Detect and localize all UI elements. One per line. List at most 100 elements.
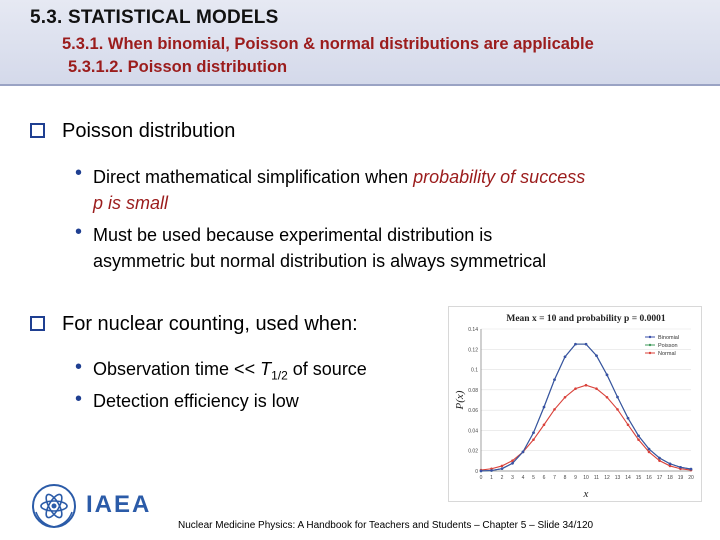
highlight-probability: probability of success	[413, 167, 586, 187]
data-point-normal	[500, 464, 504, 468]
y-tick-label: 0.02	[468, 449, 478, 455]
bullet-text-simplification: Direct mathematical simplification when …	[93, 164, 713, 216]
data-point-normal	[605, 395, 609, 399]
bullet-text-line2: asymmetric but normal distribution is al…	[93, 251, 547, 271]
x-tick-label: 5	[532, 475, 535, 481]
data-point-normal	[563, 395, 567, 399]
legend-label-normal: Normal	[658, 351, 676, 357]
bullet-text-line1: Must be used because experimental distri…	[93, 225, 493, 245]
legend-label-binomial: Binomial	[658, 335, 679, 341]
data-point-binomial	[542, 405, 546, 409]
bullet-dot-icon: •	[75, 356, 83, 378]
data-point-binomial	[584, 342, 588, 346]
data-point-binomial	[479, 469, 483, 473]
x-tick-label: 15	[636, 475, 642, 481]
data-point-binomial	[511, 461, 514, 465]
data-point-binomial	[616, 395, 619, 399]
x-tick-label: 9	[574, 475, 577, 481]
data-point-normal	[658, 459, 661, 462]
data-point-binomial	[563, 355, 567, 359]
x-tick-label: 4	[522, 475, 525, 481]
data-point-binomial	[689, 467, 693, 471]
data-point-normal	[668, 464, 672, 468]
data-point-normal	[574, 387, 577, 390]
x-tick-label: 1	[490, 475, 493, 481]
x-tick-label: 10	[583, 475, 589, 481]
data-point-normal	[532, 438, 535, 441]
poisson-chart: Mean x = 10 and probability p = 0.0001 0 0…	[448, 306, 702, 502]
data-point-normal	[553, 408, 556, 411]
data-point-binomial	[574, 342, 577, 346]
data-point-binomial	[595, 354, 598, 357]
checkbox-bullet-icon	[30, 316, 45, 331]
y-axis-label: P(x)	[454, 390, 466, 410]
bullet-text-prefix: Direct mathematical simplification when	[93, 167, 414, 187]
x-tick-label: 13	[615, 475, 621, 481]
x-tick-label: 8	[564, 475, 567, 481]
data-point-binomial	[647, 447, 651, 451]
data-point-normal	[511, 459, 514, 462]
legend-marker-poisson	[648, 343, 652, 347]
data-point-binomial	[532, 431, 535, 434]
x-tick-label: 0	[480, 475, 483, 481]
data-point-binomial	[521, 450, 525, 454]
data-point-binomial	[637, 434, 640, 438]
legend-label-poisson: Poisson	[658, 343, 678, 349]
x-tick-label: 14	[625, 475, 631, 481]
chart-svg: Mean x = 10 and probability p = 0.000100…	[454, 314, 694, 500]
section-heading-poisson: Poisson distribution	[62, 120, 236, 142]
data-point-normal	[584, 383, 588, 387]
bullet-dot-icon: •	[75, 221, 83, 243]
legend-marker-binomial	[648, 335, 652, 339]
bullet-text-detection-efficiency: Detection efficiency is low	[93, 391, 299, 411]
highlight-p-small: p is small	[93, 193, 169, 213]
data-point-normal	[637, 438, 640, 441]
data-point-binomial	[668, 462, 672, 466]
x-tick-label: 12	[604, 475, 610, 481]
x-tick-label: 16	[646, 475, 652, 481]
y-tick-label: 0.1	[471, 368, 478, 374]
iaea-emblem-icon	[32, 484, 76, 528]
bullet-text-observation-time: Observation time << T1/2 of source	[93, 359, 367, 383]
slide-title: 5.3. STATISTICAL MODELS	[30, 7, 279, 28]
y-tick-label: 0.06	[468, 408, 478, 414]
checkbox-bullet-icon	[30, 123, 45, 138]
x-axis-label: x	[583, 488, 589, 500]
data-point-normal	[595, 387, 598, 390]
data-point-binomial	[500, 467, 504, 470]
slide-subtitle-section: 5.3.1. When binomial, Poisson & normal d…	[62, 35, 594, 53]
data-point-normal	[626, 423, 630, 427]
series-line-poisson	[480, 343, 692, 472]
y-tick-label: 0.12	[468, 347, 478, 353]
data-point-binomial	[490, 469, 493, 472]
slide-footer: Nuclear Medicine Physics: A Handbook for…	[178, 520, 594, 531]
data-point-binomial	[658, 456, 661, 460]
slide-header: 5.3. STATISTICAL MODELS 5.3.1. When bino…	[0, 0, 720, 86]
x-tick-label: 2	[501, 475, 504, 481]
bullet-text-asymmetric: Must be used because experimental distri…	[93, 222, 713, 274]
y-tick-label: 0	[475, 469, 478, 475]
iaea-logo-text: IAEA	[86, 491, 152, 518]
data-point-normal	[616, 408, 619, 411]
slide-subtitle-subsection: 5.3.1.2. Poisson distribution	[68, 58, 288, 76]
x-tick-label: 3	[511, 475, 514, 481]
y-tick-label: 0.14	[468, 327, 478, 333]
legend-marker-normal	[648, 351, 652, 355]
y-tick-label: 0.04	[468, 428, 478, 434]
x-tick-label: 6	[543, 475, 546, 481]
x-tick-label: 20	[688, 475, 694, 481]
chart-title: Mean x = 10 and probability p = 0.0001	[506, 314, 665, 324]
data-point-binomial	[626, 416, 630, 420]
data-point-binomial	[553, 378, 556, 381]
bullet-dot-icon: •	[75, 162, 83, 184]
data-point-normal	[647, 450, 651, 454]
section-heading-nuclear-counting: For nuclear counting, used when:	[62, 313, 358, 335]
x-tick-label: 7	[553, 475, 556, 481]
data-point-normal	[542, 423, 546, 427]
data-point-binomial	[605, 373, 609, 377]
x-tick-label: 18	[667, 475, 673, 481]
y-tick-label: 0.08	[468, 388, 478, 394]
bullet-dot-icon: •	[75, 388, 83, 410]
x-tick-label: 19	[678, 475, 684, 481]
data-point-binomial	[679, 465, 682, 469]
